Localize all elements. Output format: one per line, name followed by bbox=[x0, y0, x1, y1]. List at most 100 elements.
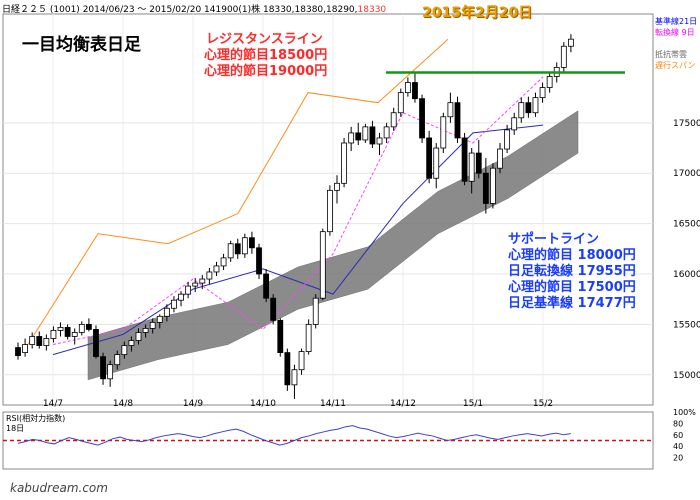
candle-body bbox=[397, 92, 404, 114]
date-banner: 2015年2月20日 bbox=[422, 5, 533, 21]
x-tick-label: 14/8 bbox=[113, 399, 133, 409]
candle-body bbox=[426, 137, 433, 179]
candle-body bbox=[284, 352, 291, 386]
kijun-line bbox=[52, 124, 544, 356]
support-note-line: 心理的節目 17500円 bbox=[508, 280, 636, 295]
candle-body bbox=[249, 237, 255, 249]
candle-body bbox=[383, 126, 390, 139]
y-tick-label: 17000 bbox=[673, 169, 700, 179]
candle-body bbox=[241, 237, 248, 255]
candle-body bbox=[78, 323, 85, 333]
candle-body bbox=[412, 82, 418, 100]
rsi-tick-label: 20 bbox=[673, 454, 683, 463]
support-note-line: 心理的節目 18000円 bbox=[508, 248, 636, 263]
candle-body bbox=[468, 152, 475, 182]
candle-body bbox=[376, 137, 383, 145]
bars-label: 141900(1)株 bbox=[204, 5, 261, 15]
candle-body bbox=[220, 257, 227, 267]
support-note-line: サポートライン bbox=[508, 232, 600, 247]
x-tick-label: 14/10 bbox=[250, 399, 276, 409]
legend-chikou: 遅行スパン bbox=[655, 61, 696, 70]
y-tick-label: 17500 bbox=[673, 119, 700, 129]
candle-body bbox=[178, 293, 184, 301]
candle-body bbox=[213, 265, 220, 273]
candle-body bbox=[568, 38, 574, 47]
ohlc-label: 18330,18380,18290, bbox=[263, 5, 358, 15]
rsi-tick-label: 100% bbox=[673, 408, 696, 417]
chart-title: 一目均衡表日足 bbox=[22, 35, 141, 55]
candle-body bbox=[142, 328, 149, 333]
candle-body bbox=[50, 330, 57, 339]
candle-body bbox=[490, 167, 496, 204]
candle-body bbox=[156, 315, 163, 323]
candle-body bbox=[171, 299, 177, 309]
symbol-label: 日経２２５ bbox=[2, 5, 48, 15]
candle-body bbox=[263, 273, 270, 299]
rsi-tick-label: 40 bbox=[673, 442, 683, 451]
candle-body bbox=[64, 327, 71, 337]
y-tick-label: 15500 bbox=[673, 320, 700, 330]
candle-body bbox=[440, 116, 447, 149]
support-note: サポートライン 心理的節目 18000円 日足転換線 17955円 心理的節目 … bbox=[508, 232, 636, 312]
candle-body bbox=[312, 297, 319, 325]
period-label: 2014/06/23 ～ 2015/02/20 bbox=[82, 5, 202, 15]
chart-info-header: 日経２２５ (1001) 2014/06/23 ～ 2015/02/20 141… bbox=[2, 2, 386, 15]
candle-body bbox=[560, 45, 567, 68]
candle-body bbox=[121, 345, 128, 356]
legend-cloud: 抵抗帯雲 bbox=[655, 50, 687, 59]
candle-body bbox=[135, 332, 142, 341]
resistance-note-line: 心理的節目18500円 bbox=[204, 48, 328, 63]
legend-spacer bbox=[655, 38, 697, 49]
candle-body bbox=[433, 147, 440, 179]
candle-body bbox=[404, 82, 411, 94]
candle-body bbox=[475, 152, 482, 174]
candle-body bbox=[454, 102, 461, 139]
last-price-label: 18330 bbox=[357, 5, 387, 15]
candle-body bbox=[497, 148, 503, 169]
x-tick-label: 15/1 bbox=[463, 399, 483, 409]
candle-body bbox=[93, 329, 99, 358]
x-tick-label: 14/7 bbox=[43, 399, 63, 409]
rsi-subtitle: 18日 bbox=[6, 424, 24, 433]
candle-body bbox=[348, 132, 355, 144]
candle-body bbox=[362, 126, 369, 141]
candle-body bbox=[206, 271, 213, 280]
candle-body bbox=[71, 332, 78, 337]
candle-body bbox=[85, 323, 92, 330]
candle-body bbox=[100, 356, 106, 380]
candle-body bbox=[482, 172, 489, 204]
candle-body bbox=[22, 344, 28, 353]
candle-body bbox=[326, 189, 333, 233]
candle-body bbox=[163, 307, 170, 317]
legend-tenkan: 転換線 9日 bbox=[655, 28, 695, 37]
resistance-note-line: レジスタンスライン bbox=[206, 32, 323, 47]
candle-body bbox=[114, 354, 121, 366]
candle-body bbox=[298, 351, 305, 371]
candle-body bbox=[57, 327, 64, 331]
y-tick-label: 16000 bbox=[673, 270, 700, 280]
candle-body bbox=[369, 126, 376, 145]
candle-body bbox=[390, 112, 397, 128]
legend-kijun: 基準線21日 bbox=[655, 17, 698, 26]
candle-body bbox=[149, 321, 156, 329]
resistance-note-line: 心理的節目19000円 bbox=[204, 64, 328, 79]
candle-body bbox=[291, 369, 298, 386]
code-label: (1001) bbox=[49, 5, 80, 15]
candle-body bbox=[185, 285, 192, 295]
candle-body bbox=[525, 102, 532, 114]
y-tick-label: 15000 bbox=[673, 371, 700, 381]
support-note-line: 日足転換線 17955円 bbox=[508, 264, 636, 279]
ichimoku-cloud bbox=[87, 110, 579, 381]
x-tick-label: 14/11 bbox=[320, 399, 346, 409]
candle-body bbox=[227, 243, 234, 259]
candle-body bbox=[355, 132, 362, 141]
x-tick-label: 14/12 bbox=[390, 399, 416, 409]
resistance-note: レジスタンスライン 心理的節目18500円 心理的節目19000円 bbox=[204, 32, 327, 80]
candle-body bbox=[511, 117, 518, 131]
candle-body bbox=[504, 129, 511, 150]
candle-body bbox=[36, 336, 43, 346]
candle-body bbox=[234, 243, 241, 255]
candle-body bbox=[270, 297, 277, 321]
candle-body bbox=[518, 102, 525, 119]
